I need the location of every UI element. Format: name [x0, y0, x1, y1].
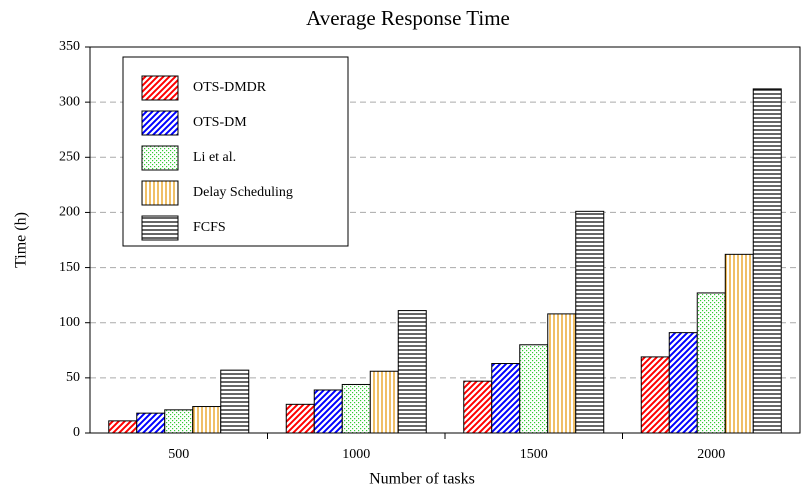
- y-tick-label: 0: [73, 425, 80, 440]
- bar: [640, 356, 670, 434]
- bar: [397, 310, 427, 434]
- bar: [341, 383, 371, 434]
- bar: [696, 292, 726, 434]
- x-tick-label: 1500: [520, 447, 548, 462]
- legend-label: Li et al.: [193, 150, 236, 165]
- legend-swatch: [141, 215, 179, 241]
- bar: [547, 313, 577, 434]
- bar: [285, 403, 315, 434]
- bar: [463, 380, 493, 434]
- x-tick-label: 1000: [342, 447, 370, 462]
- bar: [369, 370, 399, 434]
- bar: [136, 412, 166, 434]
- y-tick-label: 100: [59, 315, 80, 330]
- bar: [164, 409, 194, 434]
- y-tick-label: 50: [66, 370, 80, 385]
- x-axis-label: Number of tasks: [369, 471, 475, 488]
- y-tick-label: 250: [59, 150, 80, 165]
- y-tick-label: 200: [59, 205, 80, 220]
- bar: [313, 389, 343, 434]
- x-tick-label: 2000: [697, 447, 725, 462]
- x-tick-label: 500: [168, 447, 189, 462]
- legend-label: FCFS: [193, 220, 226, 235]
- y-tick-label: 150: [59, 260, 80, 275]
- bar: [519, 344, 549, 434]
- plot-frame: [89, 46, 801, 434]
- legend-swatch: [141, 75, 179, 101]
- legend-label: OTS-DMDR: [193, 80, 267, 95]
- bar: [575, 210, 605, 434]
- chart-title: Average Response Time: [306, 6, 510, 30]
- bar: [220, 369, 250, 434]
- y-tick-label: 300: [59, 94, 80, 109]
- bar: [108, 420, 138, 434]
- legend-swatch: [141, 145, 179, 171]
- legend-swatch: [141, 180, 179, 206]
- bar: [724, 253, 754, 434]
- legend-label: OTS-DM: [193, 115, 247, 130]
- legend-label: Delay Scheduling: [193, 185, 293, 200]
- legend-swatch: [141, 110, 179, 136]
- y-tick-label: 350: [59, 39, 80, 54]
- bar: [668, 332, 698, 434]
- bar: [192, 406, 222, 434]
- bar: [752, 88, 782, 434]
- y-axis-label: Time (h): [13, 212, 30, 268]
- bar: [491, 363, 521, 434]
